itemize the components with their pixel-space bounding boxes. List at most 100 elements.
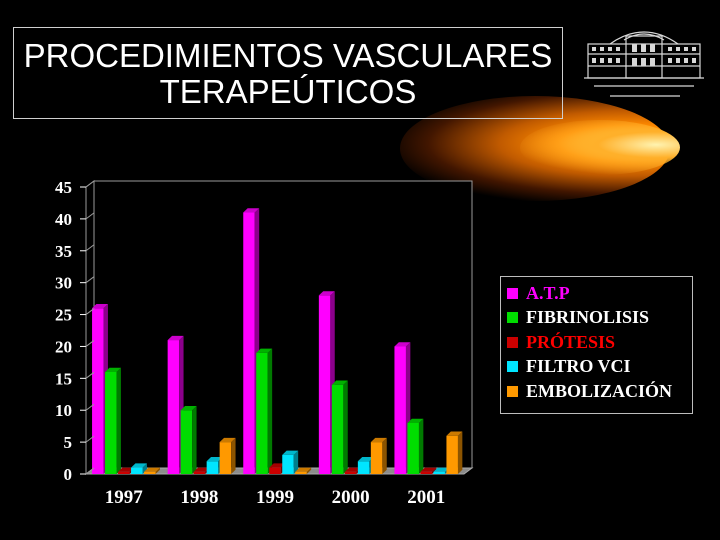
bar-side [192,406,197,474]
legend-swatch [507,361,518,373]
y-tick-guide [85,212,95,220]
y-tick-guide [85,180,95,188]
bar-front [105,371,117,474]
bar-top [167,335,184,341]
legend-swatch [507,336,518,348]
x-tick-label: 2001 [407,487,445,508]
y-tick-label: 0 [64,465,73,484]
bar-top [370,437,387,443]
legend-item: PRÓTESIS [507,330,686,355]
legend-item: FIBRINOLISIS [507,306,686,331]
bar-2001-1 [407,418,424,474]
bar-front [420,471,432,474]
bar-front [394,346,406,474]
bar-front [357,461,370,474]
legend-swatch [507,385,518,397]
legend-label: A.T.P [526,282,570,303]
y-tick-guide [85,308,95,315]
y-tick-label: 30 [55,274,72,293]
bar-side [142,463,147,474]
y-tick-label: 40 [55,210,72,229]
bar-side [418,418,424,474]
bar-side [155,467,160,474]
legend-item: A.T.P [507,281,686,306]
x-tick-label: 2000 [332,487,370,508]
bar-1999-1 [256,348,273,474]
y-tick-guide [85,403,95,411]
bar-2000-1 [331,380,348,474]
y-tick-label: 10 [55,401,72,420]
bar-front [92,308,104,474]
bar-1999-3 [282,450,299,474]
bar-1998-1 [180,406,197,474]
y-axis: 0 5 10 15 20 25 30 35 40 45 [55,178,95,484]
x-axis: 1997 1998 1999 2000 2001 [105,487,445,508]
bar-front [243,212,255,474]
bar-1997-3 [131,463,147,474]
bar-front [193,471,206,474]
bar-top [131,463,147,468]
bar-top [256,348,273,353]
y-tick-label: 15 [55,369,72,388]
legend-swatch [507,287,518,299]
bar-top [144,467,160,472]
bar-top [180,406,197,411]
bar-top [118,467,134,472]
bar-front [167,340,180,474]
y-tick-guide [85,340,95,347]
bar-front [344,471,357,474]
legend-item: EMBOLIZACIÓN [507,379,686,404]
bar-2001-2 [420,467,437,474]
bar-side [343,380,348,474]
bar-top [433,467,450,472]
y-tick-guide [85,435,95,443]
legend-label: FIBRINOLISIS [526,307,650,328]
y-tick-guide [85,371,95,379]
chart-bars [92,208,463,475]
y-tick-label: 5 [64,433,73,452]
bar-front [219,442,232,474]
bar-top [219,437,236,443]
bar-front [331,384,344,474]
bar-top [92,303,108,309]
bar-top [357,457,374,462]
bar-front [256,352,268,474]
legend-label: PRÓTESIS [526,331,616,352]
bar-2000-4 [370,437,387,474]
bar-1997-1 [105,367,121,474]
y-tick-label: 25 [55,306,72,325]
bar-top [282,450,299,455]
x-tick-label: 1999 [256,487,294,508]
bar-1998-4 [219,437,236,474]
legend-item: FILTRO VCI [507,355,686,380]
y-tick-guide [85,467,95,475]
bar-front [131,467,143,474]
title-line-1: PROCEDIMIENTOS VASCULARES [23,37,553,74]
slide-title: PROCEDIMIENTOS VASCULARES TERAPEÚTICOS [13,27,563,119]
bar-side [116,367,121,474]
bar-front [407,422,419,474]
bar-side [231,437,236,474]
x-tick-label: 1997 [105,487,144,508]
bar-top [420,467,437,472]
chart-legend: A.T.P FIBRINOLISIS PRÓTESIS FILTRO VCI EMBOL… [500,276,693,414]
bar-side [267,348,273,474]
y-tick-guide [85,276,95,284]
bar-side [306,467,312,474]
bar-top [295,467,312,472]
y-tick-label: 45 [55,178,72,197]
bar-1999-4 [295,467,312,474]
bar-front [282,454,294,474]
bar-side [457,431,463,474]
bar-front [433,471,445,474]
bar-side [431,467,437,474]
bar-front [370,442,383,474]
bar-top [331,380,348,385]
bar-front [318,295,331,474]
bar-top [446,431,463,436]
y-tick-label: 35 [55,242,72,261]
hospital-building-icon [584,31,704,97]
x-tick-label: 1998 [180,487,218,508]
bar-top [407,418,424,423]
